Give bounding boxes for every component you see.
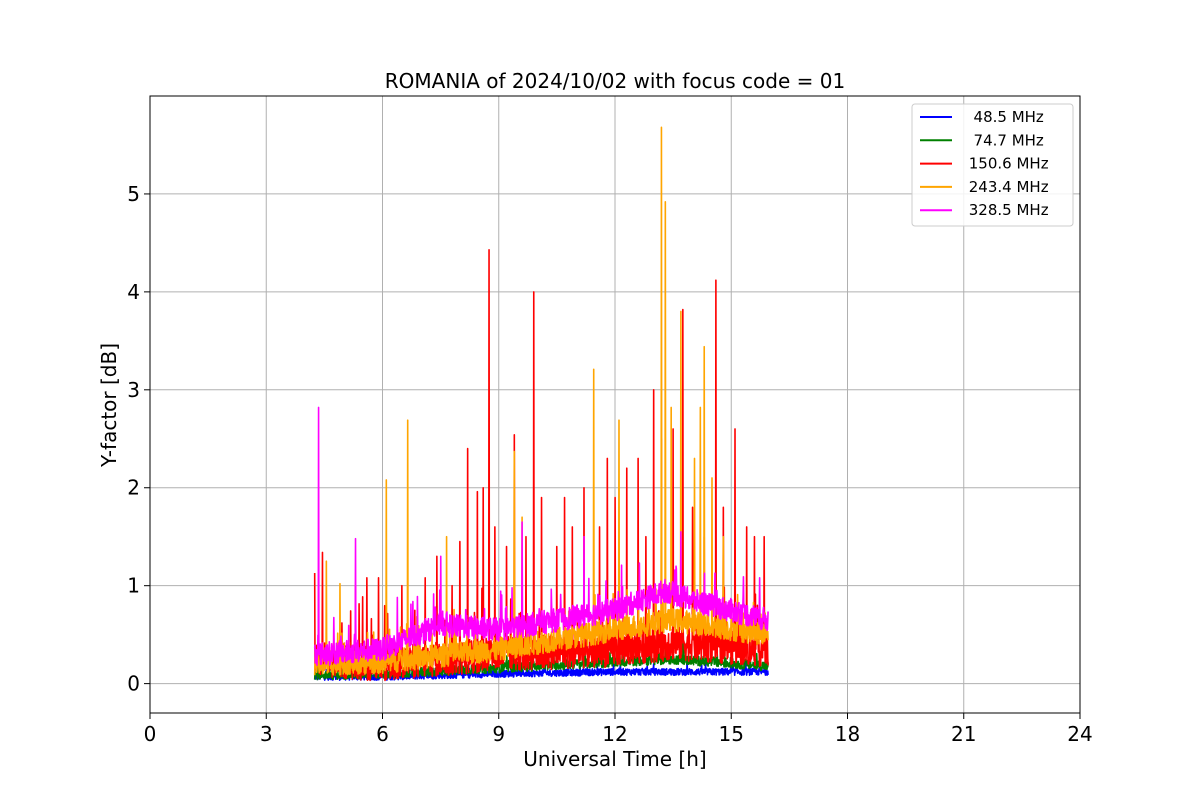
y-axis-ticks: 0 1 2 3 4 5 [127, 182, 150, 696]
x-tick-label: 12 [602, 722, 627, 746]
x-tick-label: 18 [835, 722, 860, 746]
x-tick-label: 6 [376, 722, 389, 746]
legend-entry-label: 48.5 MHz [964, 108, 1044, 126]
y-axis-label: Y-factor [dB] [97, 343, 121, 468]
legend-entry-label: 243.4 MHz [964, 178, 1049, 196]
x-tick-label: 3 [260, 722, 273, 746]
chart-title: ROMANIA of 2024/10/02 with focus code = … [385, 69, 845, 93]
y-tick-label: 1 [127, 574, 140, 598]
x-tick-label: 9 [492, 722, 505, 746]
x-tick-label: 21 [951, 722, 976, 746]
x-tick-label: 15 [719, 722, 744, 746]
x-axis-label: Universal Time [h] [523, 747, 706, 771]
series-line [314, 660, 769, 681]
legend: 48.5 MHz 74.7 MHz 150.6 MHz 243.4 MHz 32… [911, 103, 1074, 227]
legend-entry-label: 150.6 MHz [964, 155, 1049, 173]
series-layer [313, 126, 769, 682]
legend-entry-label: 74.7 MHz [964, 131, 1044, 149]
y-tick-label: 4 [127, 280, 140, 304]
x-axis-ticks: 0 3 6 9 12 15 18 21 24 [144, 713, 1093, 746]
series-line [313, 406, 769, 666]
y-tick-label: 0 [127, 672, 140, 696]
legend-entry-label: 328.5 MHz [964, 201, 1049, 219]
y-tick-label: 5 [127, 182, 140, 206]
y-tick-label: 2 [127, 476, 140, 500]
series-line [313, 248, 769, 682]
x-tick-label: 24 [1067, 722, 1092, 746]
y-tick-label: 3 [127, 378, 140, 402]
legend-box [911, 103, 1074, 227]
x-tick-label: 0 [144, 722, 157, 746]
